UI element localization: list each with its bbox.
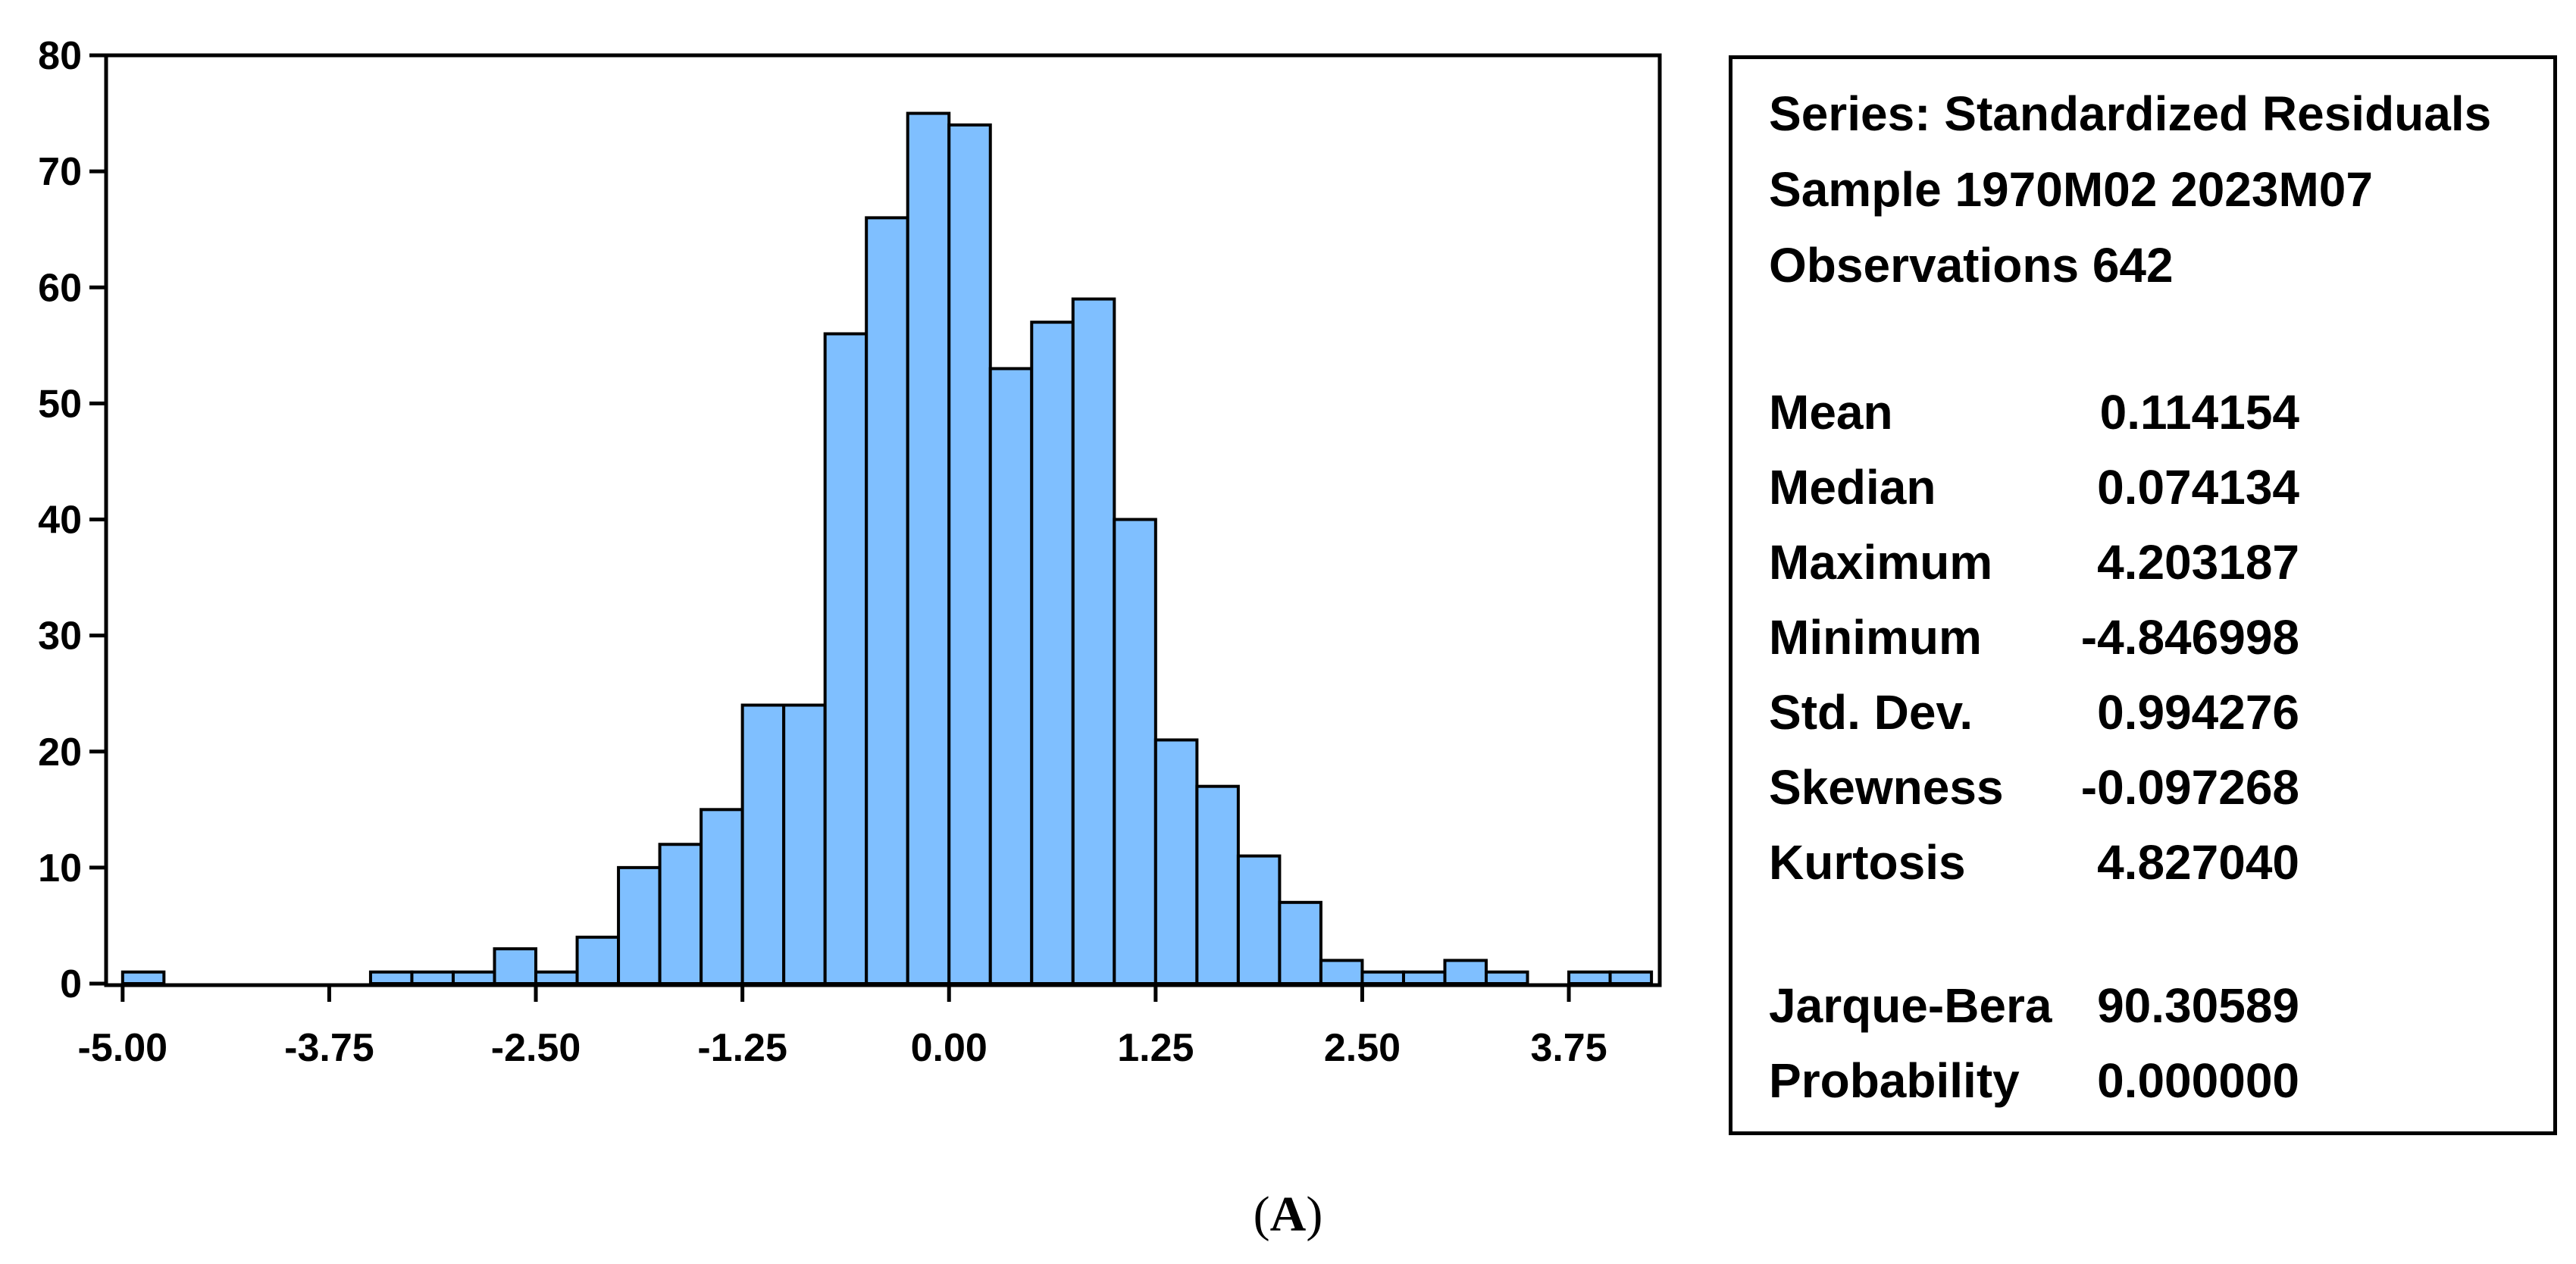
stat-value: -0.097268 — [2080, 760, 2299, 815]
stat-row-kurtosis: Kurtosis 4.827040 — [1769, 838, 2527, 891]
stat-label: Kurtosis — [1769, 835, 1966, 890]
y-tick-label: 70 — [38, 150, 82, 194]
stat-value: 0.994276 — [2097, 685, 2299, 740]
stat-row-jarque-bera: Jarque-Bera 90.30589 — [1769, 981, 2527, 1034]
caption-open-paren: ( — [1253, 1187, 1270, 1242]
stat-label: Median — [1769, 460, 1936, 515]
x-tick-label: -3.75 — [284, 1026, 374, 1070]
stat-label: Skewness — [1769, 760, 2004, 815]
stat-value: 0.000000 — [2097, 1053, 2299, 1108]
stat-row-probability: Probability 0.000000 — [1769, 1056, 2527, 1109]
y-tick-label: 20 — [38, 731, 82, 774]
histogram-bar — [865, 216, 909, 985]
stat-value: 4.827040 — [2097, 835, 2299, 890]
stat-label: Probability — [1769, 1053, 2020, 1108]
figure-caption: (A) — [0, 1186, 2576, 1244]
histogram-bar — [1567, 970, 1612, 985]
x-axis: -5.00 -3.75 -2.50 -1.25 0.00 1.25 2.50 3.75 — [78, 985, 1607, 1070]
stat-row-median: Median 0.074134 — [1769, 463, 2527, 516]
y-tick-label: 60 — [38, 266, 82, 310]
histogram-bar — [1360, 970, 1405, 985]
y-tick-label: 80 — [38, 34, 82, 78]
stat-value: 90.30589 — [2097, 978, 2299, 1033]
stat-row-skewness: Skewness -0.097268 — [1769, 763, 2527, 816]
y-tick-label: 50 — [38, 382, 82, 426]
x-tick-label: 0.00 — [911, 1026, 988, 1070]
histogram-bar — [1236, 854, 1282, 985]
histogram-bar — [121, 970, 166, 985]
histogram-bar — [1485, 970, 1529, 985]
histogram-bar — [617, 865, 662, 985]
histogram-bar — [1278, 900, 1322, 985]
histogram-bar — [451, 970, 496, 985]
x-tick-label: -5.00 — [78, 1026, 168, 1070]
caption-letter: A — [1269, 1187, 1307, 1242]
histogram-bar — [575, 935, 621, 985]
stat-label: Jarque-Bera — [1769, 978, 2052, 1033]
histogram-bar — [906, 111, 951, 985]
histogram-bar — [534, 970, 579, 985]
histogram-bar — [493, 947, 538, 985]
stat-value: -4.846998 — [2080, 610, 2299, 665]
y-tick-label: 10 — [38, 846, 82, 890]
histogram-bar — [368, 970, 414, 985]
histogram-bar — [1195, 784, 1240, 985]
histogram-bar — [1443, 959, 1488, 985]
statistics-panel: Series: Standardized Residuals Sample 19… — [1729, 55, 2557, 1135]
histogram-bar — [823, 332, 869, 985]
histogram-bar — [947, 123, 992, 985]
histogram-bar — [782, 703, 827, 985]
stat-row-mean: Mean 0.114154 — [1769, 388, 2527, 441]
histogram-bar — [1319, 959, 1364, 985]
histogram-bar — [1401, 970, 1447, 985]
histogram-bar — [1071, 297, 1116, 985]
x-tick-label: 1.25 — [1117, 1026, 1194, 1070]
histogram-chart: 0 10 20 30 40 50 60 70 80 -5.00 -3.75 -2.50 -1.25 0.… — [38, 34, 1662, 1070]
histogram-bars — [121, 111, 1654, 985]
sample-range: Sample 1970M02 2023M07 — [1769, 162, 2373, 217]
y-axis: 0 10 20 30 40 50 60 70 80 — [38, 34, 106, 1006]
caption-close-paren: ) — [1306, 1187, 1323, 1242]
y-tick-label: 30 — [38, 615, 82, 659]
stat-label: Maximum — [1769, 535, 1993, 590]
observations-count: Observations 642 — [1769, 238, 2174, 293]
y-tick-label: 40 — [38, 499, 82, 543]
histogram-bar — [658, 843, 703, 985]
stat-row-maximum: Maximum 4.203187 — [1769, 538, 2527, 591]
stat-value: 0.074134 — [2097, 460, 2299, 515]
stat-label: Minimum — [1769, 610, 1982, 665]
histogram-bar — [1030, 321, 1075, 985]
histogram-bar — [700, 808, 744, 985]
stat-value: 4.203187 — [2097, 535, 2299, 590]
stat-label: Std. Dev. — [1769, 685, 1973, 740]
histogram-bar — [1113, 518, 1157, 985]
x-tick-label: -1.25 — [697, 1026, 787, 1070]
y-tick-label: 0 — [60, 962, 82, 1006]
histogram-bar — [1608, 970, 1654, 985]
stat-row-minimum: Minimum -4.846998 — [1769, 613, 2527, 666]
histogram-bar — [740, 703, 786, 985]
plot-frame — [104, 53, 1662, 987]
series-name: Series: Standardized Residuals — [1769, 86, 2492, 141]
x-tick-label: 2.50 — [1324, 1026, 1401, 1070]
stat-row-std-dev: Std. Dev. 0.994276 — [1769, 688, 2527, 741]
histogram-bar — [1153, 738, 1199, 985]
x-tick-label: -2.50 — [491, 1026, 581, 1070]
histogram-bar — [410, 970, 455, 985]
stat-label: Mean — [1769, 385, 1893, 440]
stat-value: 0.114154 — [2099, 385, 2299, 440]
histogram-bar — [988, 367, 1034, 985]
x-tick-label: 3.75 — [1530, 1026, 1607, 1070]
